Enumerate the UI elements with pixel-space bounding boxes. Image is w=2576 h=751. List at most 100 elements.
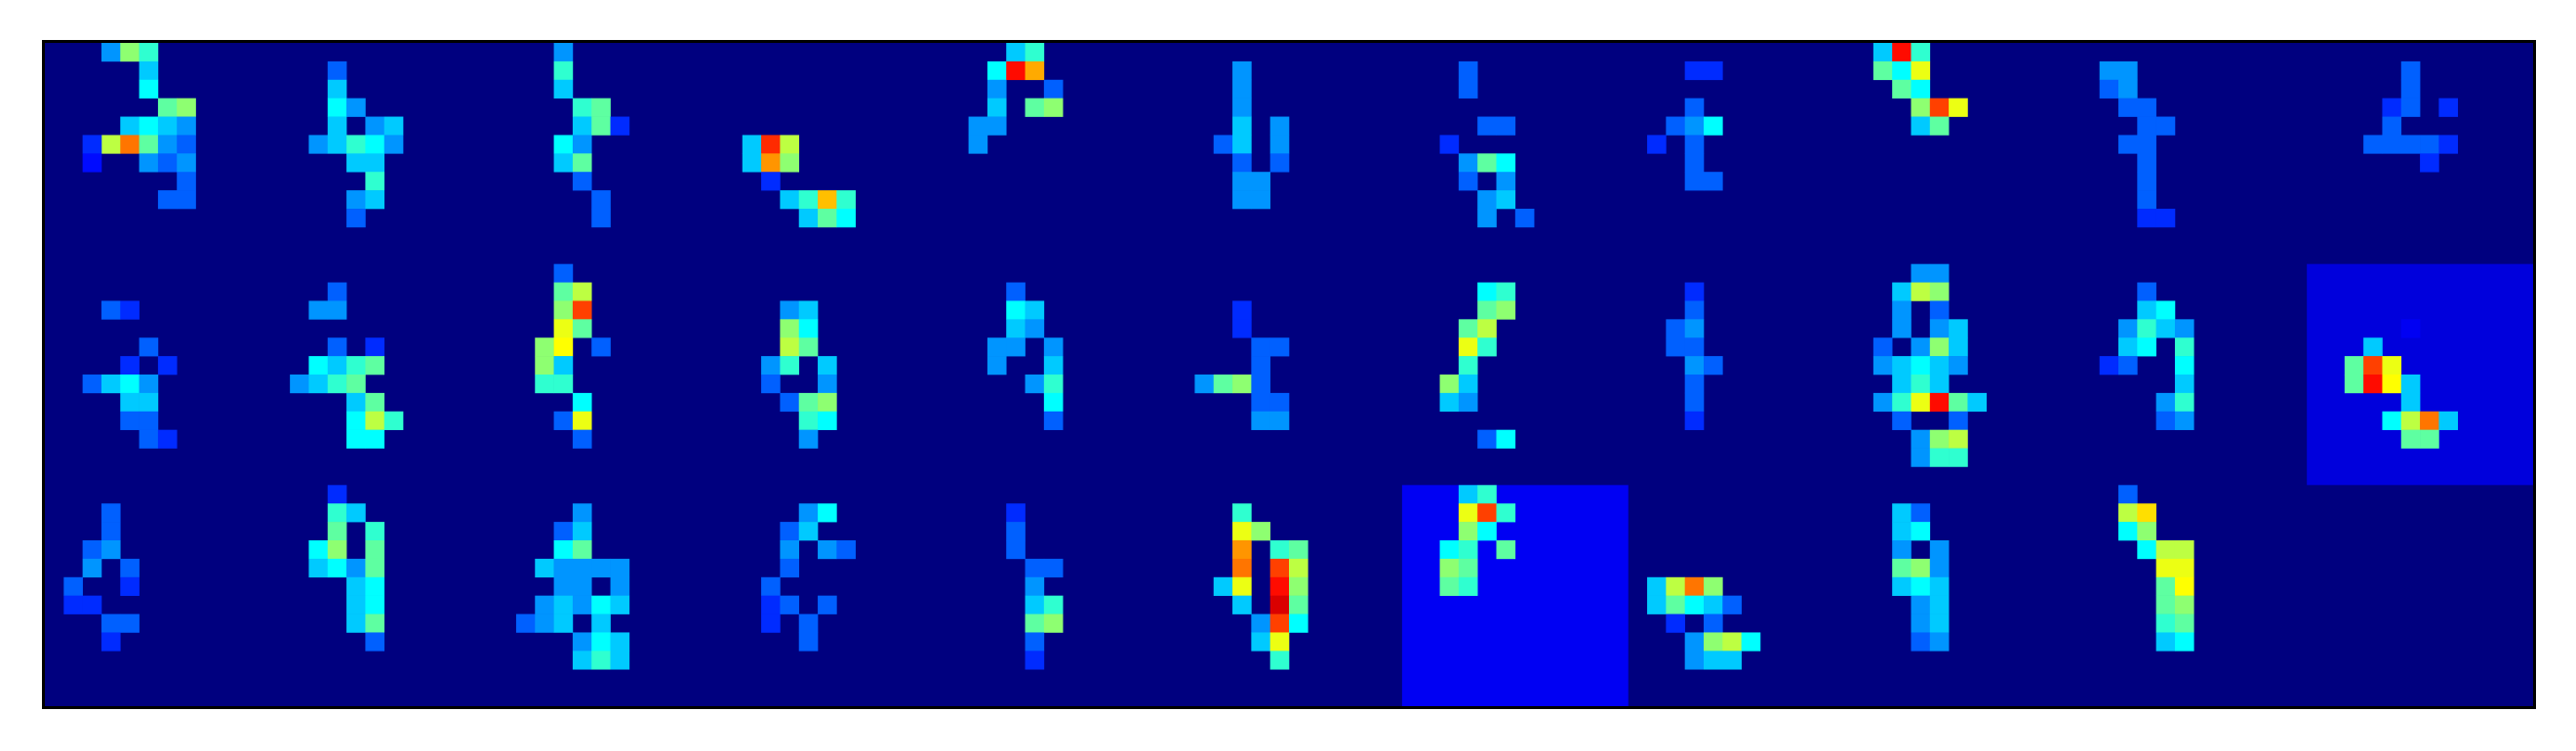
- heatmap-cell: [120, 411, 140, 430]
- heatmap-cell: [818, 209, 837, 228]
- heatmap-cell: [327, 135, 347, 154]
- heatmap-tile-r0-c9: [2099, 60, 2176, 228]
- heatmap-tiles-svg: [45, 43, 2533, 706]
- heatmap-cell: [365, 540, 385, 560]
- heatmap-cell: [2174, 632, 2194, 652]
- heatmap-cell: [780, 392, 800, 413]
- heatmap-cell: [572, 116, 592, 136]
- heatmap-cell: [1911, 282, 1931, 301]
- heatmap-cell: [139, 153, 159, 173]
- heatmap-cell: [1232, 153, 1252, 173]
- heatmap-cell: [1741, 632, 1761, 652]
- heatmap-cell: [327, 522, 347, 541]
- heatmap-cell: [1911, 613, 1931, 633]
- heatmap-cell: [610, 651, 630, 670]
- heatmap-cell: [1684, 153, 1705, 173]
- heatmap-cell: [572, 558, 592, 578]
- heatmap-cell: [1006, 60, 1026, 81]
- heatmap-cell: [1911, 116, 1931, 136]
- heatmap-cell: [177, 98, 196, 117]
- heatmap-cell: [1043, 356, 1064, 376]
- heatmap-cell: [120, 300, 140, 320]
- heatmap-cell: [553, 79, 574, 99]
- heatmap-cell: [1025, 300, 1045, 320]
- heatmap-cell: [101, 522, 121, 541]
- heatmap-cell: [1929, 116, 1950, 136]
- heatmap-cell: [780, 522, 800, 541]
- heatmap-cell: [157, 429, 178, 449]
- heatmap-cell: [553, 595, 574, 614]
- heatmap-cell: [2118, 485, 2138, 504]
- heatmap-cell: [327, 60, 347, 81]
- heatmap-cell: [1439, 540, 1460, 560]
- heatmap-cell: [120, 613, 140, 633]
- heatmap-cell: [327, 503, 347, 523]
- heatmap-cell: [1514, 209, 1535, 228]
- heatmap-cell: [327, 79, 347, 99]
- heatmap-cell: [591, 116, 611, 136]
- heatmap-cell: [2174, 540, 2194, 560]
- heatmap-cell: [535, 613, 554, 633]
- heatmap-cell: [1025, 558, 1045, 578]
- heatmap-cell: [2137, 282, 2156, 301]
- heatmap-cell: [572, 632, 592, 652]
- heatmap-cell: [742, 135, 762, 154]
- heatmap-cell: [346, 411, 366, 430]
- heatmap-cell: [1911, 356, 1931, 376]
- heatmap-cell: [2155, 576, 2176, 596]
- heatmap-cell: [1892, 503, 1912, 523]
- heatmap-cell: [553, 263, 574, 283]
- heatmap-cell: [82, 375, 102, 394]
- heatmap-cell: [101, 135, 121, 154]
- heatmap-cell: [157, 356, 178, 376]
- heatmap-cell: [1269, 540, 1290, 560]
- heatmap-cell: [1213, 135, 1233, 154]
- heatmap-cell: [780, 135, 800, 154]
- heatmap-cell: [1289, 595, 1308, 614]
- heatmap-cell: [1213, 576, 1233, 596]
- heatmap-cell: [308, 375, 329, 394]
- heatmap-cell: [572, 576, 592, 596]
- heatmap-cell: [346, 209, 366, 228]
- heatmap-cell: [2382, 356, 2402, 376]
- heatmap-cell: [836, 190, 856, 210]
- heatmap-cell: [2155, 558, 2176, 578]
- heatmap-cell: [986, 116, 1007, 136]
- heatmap-cell: [1929, 558, 1950, 578]
- heatmap-cell: [1477, 190, 1497, 210]
- heatmap-cell: [1949, 319, 1968, 338]
- heatmap-cell: [346, 98, 366, 117]
- heatmap-cell: [346, 190, 366, 210]
- heatmap-cell: [986, 98, 1007, 117]
- heatmap-cell: [1892, 522, 1912, 541]
- heatmap-cell: [2174, 375, 2194, 394]
- heatmap-cell: [1929, 98, 1950, 117]
- heatmap-cell: [1477, 282, 1497, 301]
- heatmap-cell: [1929, 540, 1950, 560]
- heatmap-cell: [120, 43, 140, 62]
- heatmap-cell: [572, 300, 592, 320]
- heatmap-cell: [1949, 411, 1968, 430]
- heatmap-cell: [1911, 263, 1931, 283]
- heatmap-cell: [1911, 632, 1931, 652]
- heatmap-cell: [346, 392, 366, 413]
- heatmap-cell: [101, 632, 121, 652]
- heatmap-cell: [327, 375, 347, 394]
- heatmap-cell: [346, 429, 366, 449]
- heatmap-cell: [1232, 503, 1252, 523]
- heatmap-cell: [2155, 209, 2176, 228]
- heatmap-cell: [1477, 522, 1497, 541]
- heatmap-cell: [1006, 503, 1026, 523]
- heatmap-cell: [1892, 43, 1912, 62]
- heatmap-cell: [591, 651, 611, 670]
- heatmap-tile-r1-c0: [82, 300, 178, 449]
- heatmap-cell: [1043, 392, 1064, 413]
- heatmap-cell: [2363, 135, 2383, 154]
- heatmap-cell: [1439, 392, 1460, 413]
- heatmap-cell: [120, 356, 140, 376]
- heatmap-cell: [818, 392, 837, 413]
- heatmap-cell: [1025, 98, 1045, 117]
- heatmap-tile-r2-c2: [515, 503, 630, 670]
- heatmap-cell: [1929, 375, 1950, 394]
- heatmap-cell: [1704, 172, 1723, 191]
